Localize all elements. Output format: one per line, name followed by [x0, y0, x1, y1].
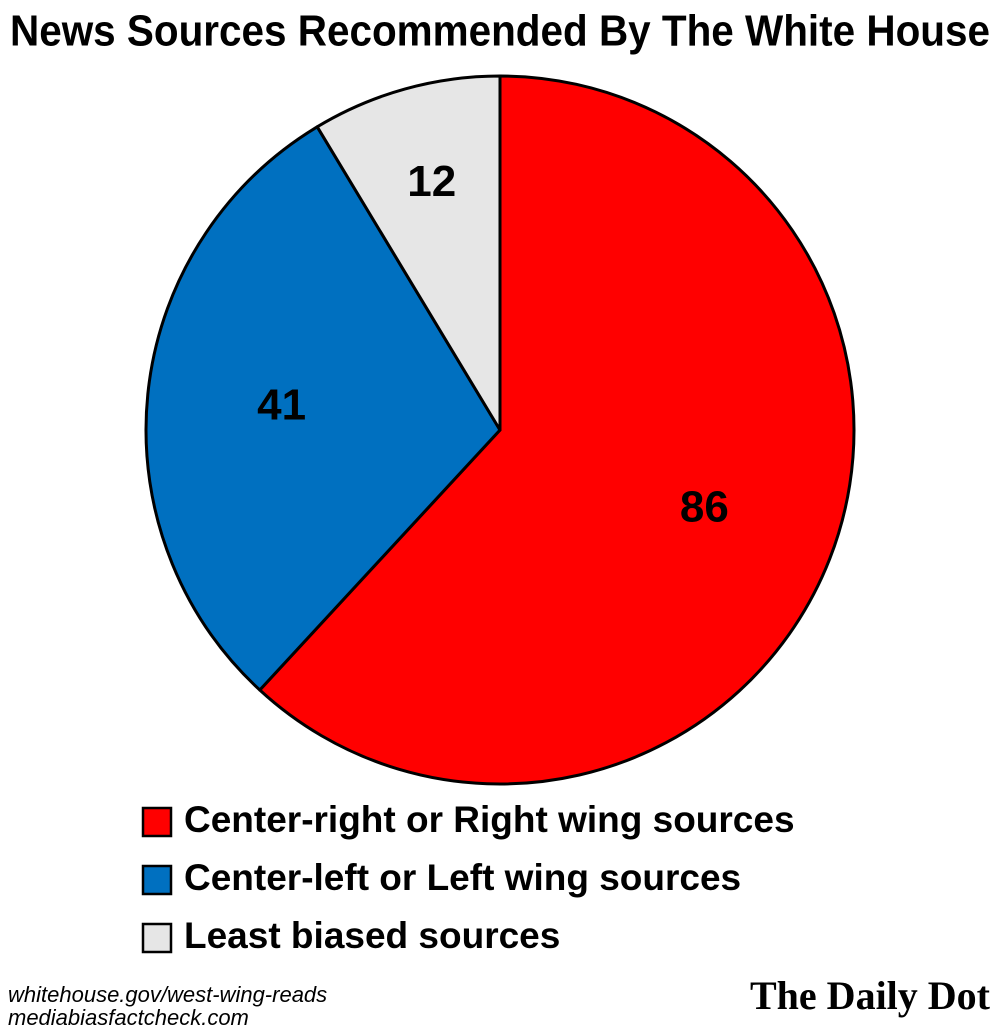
source-line: mediabiasfactcheck.com	[8, 1005, 249, 1030]
value-label: 12	[407, 157, 456, 206]
legend-label: Center-left or Left wing sources	[184, 857, 741, 898]
source-line: whitehouse.gov/west-wing-reads	[8, 982, 327, 1007]
legend-label: Center-right or Right wing sources	[184, 799, 795, 840]
pie-slice	[258, 74, 856, 786]
pie-slice	[144, 125, 502, 692]
pie-slice	[315, 74, 502, 432]
logo: The Daily Dot	[750, 973, 991, 1018]
legend-label: Least biased sources	[184, 915, 560, 956]
legend-swatch	[141, 806, 173, 838]
legend-swatch	[141, 864, 173, 896]
value-label: 41	[257, 380, 306, 429]
value-label: 86	[680, 483, 729, 532]
legend-swatch	[141, 922, 173, 954]
chart-title: News Sources Recommended By The White Ho…	[10, 7, 990, 56]
